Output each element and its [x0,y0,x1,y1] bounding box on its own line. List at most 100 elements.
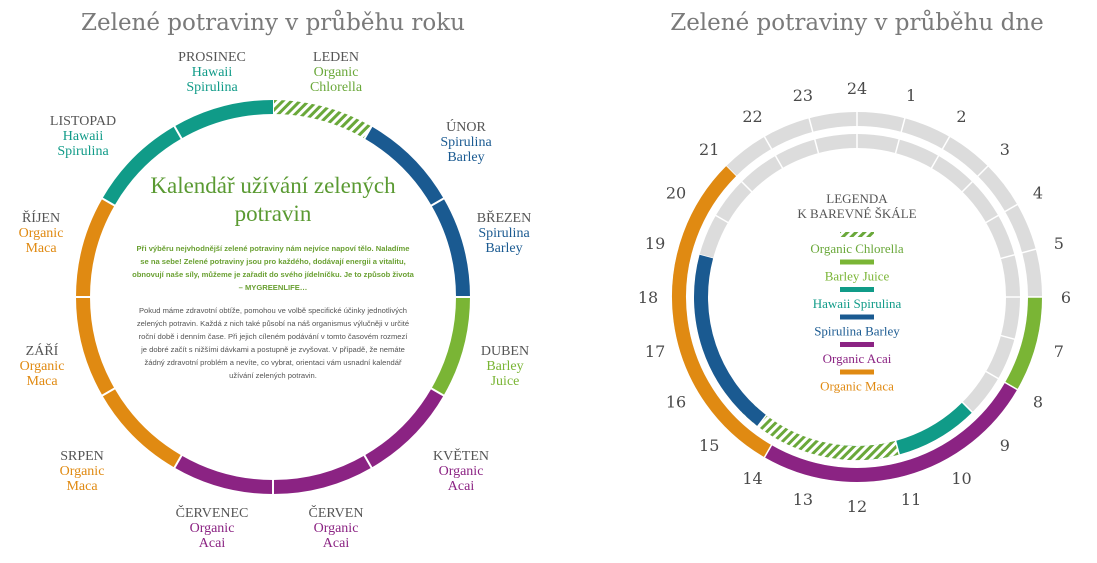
month-product-line: Barley [447,150,484,165]
hour-label-12: 12 [847,497,867,516]
day-hour-divider [807,116,820,156]
legend-swatch-acai [840,342,874,347]
month-product-line: Acai [199,536,226,551]
year-separator [101,197,116,207]
legend-label-spirulina-barley: Spirulina Barley [814,324,900,339]
month-name: ÚNOR [446,118,486,135]
year-chart-title: Zelené potraviny v průběhu roku [81,9,465,36]
month-product-line: Hawaii [192,65,233,80]
year-center-lead: Při výběru nejvhodnější zelené potraviny… [132,244,414,292]
legend-label-barley-juice: Barley Juice [825,269,890,284]
year-segment-11 [102,126,182,206]
month-name: LEDEN [313,50,359,65]
day-segments [672,166,1043,482]
year-segment-3 [431,198,470,298]
year-segment-2 [364,126,444,206]
legend-label-hawaii: Hawaii Spirulina [813,296,902,311]
legend-label-acai: Organic Acai [823,351,892,366]
year-separator [430,387,445,397]
month-product-line: Spirulina [186,80,238,95]
legend-label-chlorella: Organic Chlorella [810,241,903,256]
hour-label-6: 6 [1061,288,1071,307]
hour-label-10: 10 [951,469,971,488]
hour-label-24: 24 [847,79,867,98]
month-product-line: Organic [190,521,235,536]
hour-label-2: 2 [956,107,966,126]
legend-swatch-chlorella [840,232,874,237]
legend-swatch-hawaii [840,287,874,292]
month-name: ČERVEN [309,504,364,521]
year-segment-5 [364,388,444,468]
hour-label-9: 9 [1000,436,1010,455]
day-hour-divider [894,116,907,156]
hour-label-7: 7 [1054,342,1064,361]
day-hour-divider [929,134,952,171]
month-product-line: Maca [25,241,57,256]
hour-label-15: 15 [699,436,719,455]
year-segment-1 [272,100,372,139]
hour-label-3: 3 [1000,140,1010,159]
hour-label-14: 14 [742,469,762,488]
day-hour-divider [983,202,1020,225]
day-outer-maca [672,166,772,458]
month-product-line: Spirulina [57,144,109,159]
legend-swatch-barley-juice [840,259,874,265]
month-name: LISTOPAD [50,114,116,129]
month-name: DUBEN [481,344,529,359]
day-inner-spirulina-barley [694,254,767,427]
month-product-line: Organic [314,521,359,536]
hour-label-13: 13 [793,490,813,509]
hour-label-17: 17 [645,342,665,361]
month-product-line: Spirulina [440,135,492,150]
year-center-text: Kalendář užívání zelených potravin Při v… [128,172,418,382]
year-month-labels: LEDENOrganicChlorellaÚNORSpirulinaBarley… [19,50,532,551]
month-name: ČERVENEC [176,504,249,521]
month-product-line: Barley [486,359,523,374]
day-outer-acai [764,382,1018,482]
month-name: ŘÍJEN [22,209,60,226]
month-product-line: Spirulina [478,226,530,241]
year-separator [430,197,445,207]
month-product-line: Barley [485,241,522,256]
legend-title-line1: LEGENDA [826,191,888,206]
month-product-line: Maca [26,374,58,389]
year-separator [363,454,373,469]
month-name: ZÁŘÍ [26,342,59,359]
hour-label-16: 16 [666,393,686,412]
hour-label-22: 22 [742,107,762,126]
day-segment-divider [961,401,974,414]
day-segment-divider [1003,381,1019,391]
month-name: BŘEZEN [477,209,531,226]
year-segment-7 [174,455,274,494]
year-separator [363,125,373,140]
year-center-body: Pokud máme zdravotní obtíže, pomohou ve … [136,306,410,380]
hour-label-18: 18 [638,288,658,307]
month-product-line: Acai [448,479,475,494]
month-product-line: Acai [323,536,350,551]
year-separator [101,387,116,397]
month-product-line: Organic [19,226,64,241]
year-separator [173,125,183,140]
year-segment-10 [76,198,115,298]
legend-swatch-maca [840,369,874,375]
month-product-line: Organic [60,464,105,479]
year-separator [173,454,183,469]
month-product-line: Chlorella [310,80,363,95]
day-segment-divider [763,443,773,459]
year-segment-8 [102,388,182,468]
hour-label-23: 23 [793,86,813,105]
year-center-title: Kalendář užívání zelených potravin [150,173,396,226]
month-product-line: Hawaii [63,129,104,144]
day-segment-divider [894,439,901,456]
month-product-line: Maca [66,479,98,494]
